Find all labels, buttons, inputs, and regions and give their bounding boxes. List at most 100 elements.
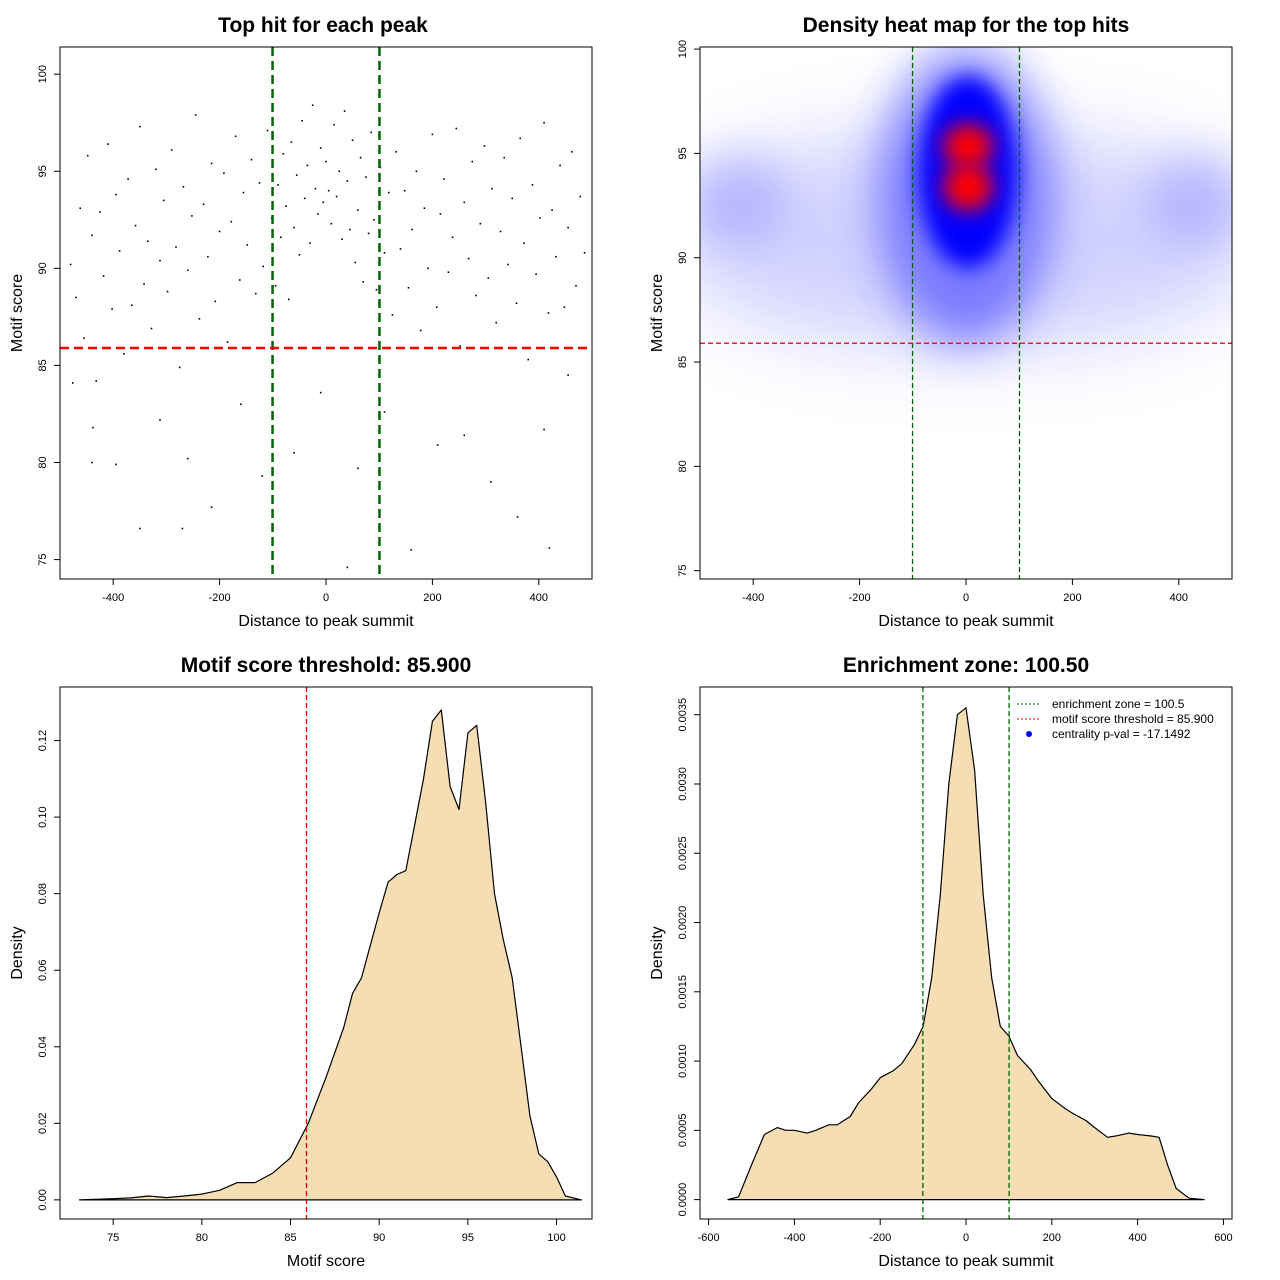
scatter-point: [447, 271, 450, 273]
score-density-panel: Motif score threshold: 85.900 75 80 85 90 95…: [9, 654, 593, 1270]
scatter-point: [210, 506, 213, 508]
scatter-point: [543, 428, 545, 431]
distance-density-xlabel: Distance to peak summit: [878, 1253, 1054, 1270]
distance-density-reference-lines: [922, 687, 1010, 1219]
scatter-point: [327, 189, 330, 192]
scatter-point: [535, 273, 537, 275]
scatter-point: [150, 327, 153, 330]
scatter-point: [567, 226, 569, 229]
scatter-point: [527, 358, 529, 361]
y-tick-label: 90: [37, 262, 49, 274]
heatmap-xlabel: Distance to peak summit: [878, 613, 1054, 630]
scatter-xlabel: Distance to peak summit: [238, 613, 414, 630]
scatter-point: [186, 457, 189, 460]
scatter-point: [166, 290, 169, 293]
scatter-point: [365, 176, 367, 178]
scatter-point: [559, 164, 561, 167]
scatter-point: [306, 164, 309, 167]
y-tick-label: 0.00: [37, 1189, 49, 1210]
scatter-point: [285, 205, 287, 207]
x-tick-label: -600: [698, 1232, 720, 1244]
distance-density-plot-frame: [699, 686, 1233, 1220]
scatter-point: [266, 129, 269, 132]
scatter-point: [349, 228, 351, 231]
scatter-point: [475, 294, 477, 297]
scatter-point: [579, 195, 582, 198]
scatter-point: [303, 197, 306, 200]
score-density-plot-frame: [59, 686, 593, 1220]
x-tick-label: 400: [530, 592, 548, 604]
y-tick-label: 0.0010: [677, 1044, 689, 1078]
scatter-point: [295, 174, 298, 176]
scatter-point: [563, 306, 566, 308]
scatter-point: [170, 149, 173, 151]
scatter-point: [515, 302, 518, 305]
scatter-point: [155, 168, 157, 171]
scatter-point: [373, 219, 375, 221]
scatter-point: [490, 481, 492, 483]
scatter-point: [539, 217, 541, 219]
scatter-point: [255, 292, 257, 295]
scatter-point: [567, 374, 569, 376]
x-tick-label: 80: [196, 1232, 208, 1244]
scatter-point: [288, 298, 290, 301]
scatter-point: [218, 230, 221, 233]
y-tick-label: 0.0020: [677, 906, 689, 940]
scatter-points: [69, 104, 586, 569]
y-tick-label: 80: [37, 456, 49, 468]
y-tick-label: 0.0030: [677, 767, 689, 801]
scatter-point: [298, 254, 301, 256]
scatter-point: [107, 143, 109, 145]
y-tick-label: 0.0000: [677, 1183, 689, 1217]
scatter-point: [202, 203, 205, 206]
distance-density-legend: enrichment zone = 100.5 motif score thre…: [1017, 697, 1214, 741]
scatter-point: [226, 341, 229, 343]
scatter-point: [354, 261, 357, 264]
scatter-point: [72, 382, 74, 384]
distance-density-ticks: -600 -400 -200 0 200 400 600 0.0000 0.0005 0.0010…: [677, 698, 1233, 1244]
scatter-point: [325, 160, 327, 163]
scatter-point: [186, 269, 189, 272]
scatter-point: [99, 211, 101, 213]
scatter-point: [407, 287, 410, 289]
scatter-point: [463, 434, 466, 437]
scatter-point: [123, 353, 125, 355]
scatter-point: [115, 193, 117, 196]
x-tick-label: 0: [963, 1232, 969, 1244]
distance-density-area: [727, 707, 1205, 1201]
scatter-point: [383, 411, 386, 413]
scatter-point: [467, 257, 470, 260]
scatter-reference-lines: [60, 47, 592, 579]
y-tick-label: 85: [677, 356, 689, 368]
scatter-point: [111, 308, 113, 310]
scatter-point: [175, 246, 177, 248]
y-tick-label: 0.10: [37, 806, 49, 827]
scatter-point: [443, 178, 445, 180]
x-tick-label: 200: [1063, 592, 1081, 604]
scatter-point: [362, 281, 364, 283]
scatter-point: [346, 566, 349, 569]
y-tick-label: 85: [37, 359, 49, 371]
scatter-point: [357, 467, 359, 470]
scatter-point: [246, 244, 249, 246]
x-tick-label: 90: [373, 1232, 385, 1244]
scatter-point: [499, 230, 502, 233]
scatter-ticks: -400 -200 0 200 400 75 80 85 90 95 100: [37, 65, 548, 604]
y-tick-label: 0.0005: [677, 1114, 689, 1148]
scatter-point: [359, 156, 362, 159]
scatter-point: [309, 242, 311, 244]
scatter-point: [495, 321, 497, 324]
scatter-point: [516, 516, 519, 518]
scatter-point: [523, 242, 525, 244]
scatter-point: [507, 263, 509, 266]
scatter-point: [463, 201, 466, 204]
score-density-ticks: 75 80 85 90 95 100 0.00 0.02 0.04 0.06 0.08 0.10 0.1…: [37, 730, 566, 1244]
scatter-point: [314, 187, 317, 190]
scatter-point: [459, 345, 461, 347]
scatter-point: [471, 160, 474, 163]
scatter-point: [69, 263, 72, 266]
scatter-point: [319, 147, 322, 149]
scatter-point: [115, 463, 117, 466]
x-tick-label: -200: [849, 592, 871, 604]
